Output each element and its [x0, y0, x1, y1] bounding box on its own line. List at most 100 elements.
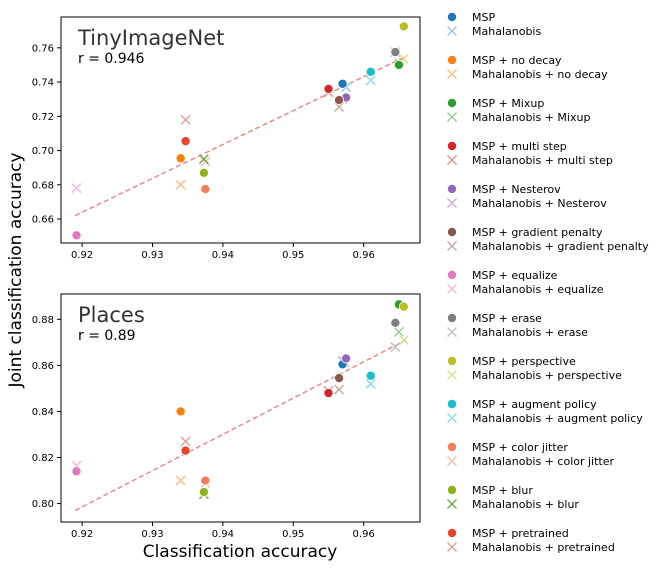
legend-marker	[446, 226, 457, 237]
x-tick-label: 0.96	[353, 529, 375, 540]
y-tick-label: 0.84	[32, 407, 54, 418]
legend-label: Mahalanobis + pretrained	[472, 541, 615, 554]
point-msp-blur	[198, 487, 209, 498]
x-tick-label: 0.94	[212, 529, 234, 540]
legend-label: Mahalanobis + equalize	[472, 283, 604, 296]
legend-marker	[446, 283, 458, 295]
panel-places: 0.92 0.93 0.94 0.95 0.96 0.80 0.82 0.84 0.86 0.88…	[32, 293, 421, 540]
y-tick-label: 0.72	[32, 112, 54, 123]
y-tick-label: 0.68	[32, 180, 54, 191]
legend-label: MSP + augment policy	[472, 398, 597, 411]
point-msp-gradient-penalty	[334, 373, 345, 384]
point-msp-no-decay	[175, 406, 186, 417]
legend-label: Mahalanobis + blur	[472, 498, 579, 511]
legend-item-mahalanobis-gradient-penalty: Mahalanobis + gradient penalty	[446, 240, 649, 253]
legend-label: MSP	[472, 11, 495, 24]
legend-marker	[446, 326, 458, 338]
legend-label: MSP + erase	[472, 312, 542, 325]
y-axis-label: Joint classification accuracy	[6, 152, 26, 388]
point-mahalanobis-no-decay	[175, 179, 186, 190]
legend-item-mahalanobis-perspective: Mahalanobis + perspective	[446, 369, 622, 382]
legend-label: Mahalanobis	[472, 25, 541, 38]
legend-item-mahalanobis-blur: Mahalanobis + blur	[446, 498, 579, 511]
y-tick-label: 0.70	[32, 146, 54, 157]
correlation-label: r = 0.89	[78, 328, 136, 344]
point-msp-color-jitter	[200, 184, 211, 195]
point-msp-gradient-penalty	[334, 95, 345, 106]
legend-item-msp-mixup: MSP + Mixup	[446, 97, 544, 110]
x-tick-label: 0.92	[71, 529, 93, 540]
legend-label: Mahalanobis + Mixup	[472, 111, 590, 124]
x-tick-label: 0.93	[141, 529, 163, 540]
legend-label: MSP + no decay	[472, 54, 562, 67]
legend-marker	[446, 11, 457, 22]
x-tick-label: 0.95	[282, 250, 304, 261]
legend-marker	[446, 528, 457, 539]
legend-marker	[446, 484, 457, 495]
point-msp-equalize	[71, 466, 82, 477]
legend-item-msp-erase: MSP + erase	[446, 312, 542, 325]
legend-item-msp-augment-policy: MSP + augment policy	[446, 398, 597, 411]
legend-marker	[446, 455, 458, 467]
legend-label: MSP + perspective	[472, 355, 576, 368]
legend-label: MSP + blur	[472, 484, 533, 497]
point-msp-augment-policy	[365, 66, 376, 77]
legend-marker	[446, 25, 458, 37]
legend-marker	[446, 55, 457, 66]
legend-label: MSP + Mixup	[472, 97, 544, 110]
x-tick-label: 0.93	[141, 250, 163, 261]
plot-frame	[60, 293, 421, 523]
legend-item-mahalanobis-erase: Mahalanobis + erase	[446, 326, 588, 339]
legend-item-mahalanobis-multi-step: Mahalanobis + multi step	[446, 154, 613, 167]
legend-item-msp: MSP	[446, 11, 495, 24]
legend-label: Mahalanobis + color jitter	[472, 455, 615, 468]
legend-marker	[446, 355, 457, 366]
panel-tinyimagenet: 0.92 0.93 0.94 0.95 0.96 0.66 0.68 0.70 0.72 0.74…	[32, 16, 421, 261]
legend-marker	[446, 68, 458, 80]
y-tick-label: 0.76	[32, 43, 54, 54]
point-msp-perspective	[398, 301, 409, 312]
x-tick-label: 0.96	[353, 250, 375, 261]
point-mahalanobis-blur	[198, 154, 209, 165]
point-msp-erase	[390, 317, 401, 328]
legend-marker	[446, 269, 457, 280]
point-msp-multi-step	[323, 83, 334, 94]
legend-item-msp-equalize: MSP + equalize	[446, 269, 558, 282]
legend-marker	[446, 98, 457, 109]
legend-item-msp-gradient-penalty: MSP + gradient penalty	[446, 226, 603, 239]
legend-item-mahalanobis-no-decay: Mahalanobis + no decay	[446, 68, 608, 81]
legend-item-msp-nesterov: MSP + Nesterov	[446, 183, 561, 196]
legend-label: Mahalanobis + erase	[472, 326, 588, 339]
legend-item-mahalanobis-pretrained: Mahalanobis + pretrained	[446, 541, 615, 554]
legend-item-msp-no-decay: MSP + no decay	[446, 54, 562, 67]
legend-label: MSP + pretrained	[472, 527, 569, 540]
point-msp-equalize	[71, 230, 82, 241]
legend-marker	[446, 541, 458, 553]
point-msp-mixup	[393, 59, 404, 70]
point-mahalanobis-augment-policy	[365, 378, 376, 389]
legend-marker	[446, 369, 458, 381]
trend-line	[74, 55, 407, 217]
legend-item-mahalanobis-mixup: Mahalanobis + Mixup	[446, 111, 590, 124]
x-tick-label: 0.95	[282, 529, 304, 540]
x-axis-label: Classification accuracy	[143, 542, 338, 562]
legend-label: Mahalanobis + perspective	[472, 369, 622, 382]
x-tick-label: 0.92	[71, 250, 93, 261]
legend-label: Mahalanobis + multi step	[472, 154, 613, 167]
legend-label: Mahalanobis + augment policy	[472, 412, 643, 425]
point-mahalanobis-mixup	[393, 326, 404, 338]
y-tick-label: 0.88	[32, 315, 54, 326]
legend-item-mahalanobis: Mahalanobis	[446, 25, 541, 38]
legend-marker	[446, 197, 458, 209]
point-mahalanobis-perspective	[398, 335, 409, 346]
point-msp-erase	[390, 47, 401, 58]
point-msp-nesterov	[341, 353, 352, 364]
legend-item-msp-multi-step: MSP + multi step	[446, 140, 567, 153]
point-mahalanobis-erase	[390, 341, 401, 353]
legend-label: MSP + color jitter	[472, 441, 568, 454]
point-msp-augment-policy	[365, 370, 376, 381]
point-msp	[337, 78, 348, 89]
legend-item-msp-color-jitter: MSP + color jitter	[446, 441, 568, 454]
point-msp-color-jitter	[200, 475, 211, 486]
